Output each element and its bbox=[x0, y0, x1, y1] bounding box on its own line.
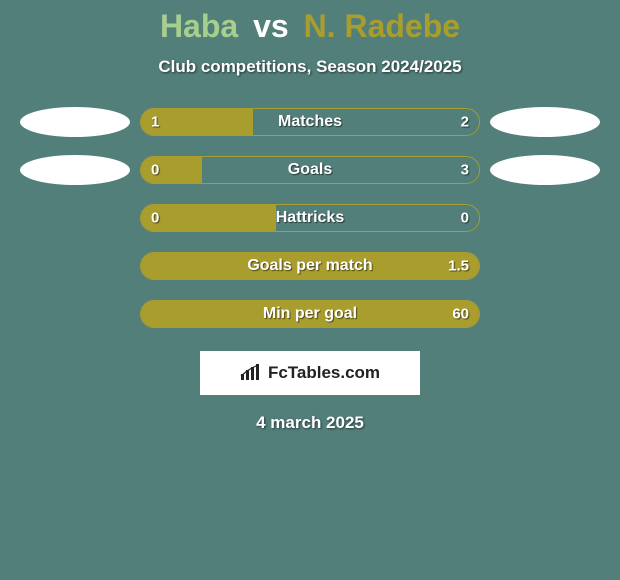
stat-value-left: 0 bbox=[151, 162, 159, 179]
vs-text: vs bbox=[253, 8, 289, 44]
stat-row: Goals0 3 bbox=[0, 155, 620, 185]
stat-bar: Goals0 3 bbox=[140, 156, 480, 184]
stat-label: Goals per match bbox=[141, 257, 479, 275]
subtitle: Club competitions, Season 2024/2025 bbox=[0, 57, 620, 77]
player2-badge bbox=[490, 155, 600, 185]
player1-badge bbox=[20, 107, 130, 137]
page-title: Haba vs N. Radebe bbox=[0, 8, 620, 45]
player1-name: Haba bbox=[160, 8, 238, 44]
stat-value-right: 60 bbox=[452, 306, 469, 323]
stat-value-right: 1.5 bbox=[448, 258, 469, 275]
stat-bar: Goals per match1.5 bbox=[140, 252, 480, 280]
stat-bar: Matches1 2 bbox=[140, 108, 480, 136]
stat-bar: Min per goal60 bbox=[140, 300, 480, 328]
comparison-card: Haba vs N. Radebe Club competitions, Sea… bbox=[0, 0, 620, 580]
stat-label: Matches bbox=[141, 113, 479, 131]
stat-label: Goals bbox=[141, 161, 479, 179]
stat-value-left: 1 bbox=[151, 114, 159, 131]
stat-value-right: 0 bbox=[461, 210, 469, 227]
date-text: 4 march 2025 bbox=[0, 413, 620, 433]
stat-value-left: 0 bbox=[151, 210, 159, 227]
stat-row: Min per goal60 bbox=[0, 299, 620, 329]
player1-badge bbox=[20, 155, 130, 185]
brand-text: FcTables.com bbox=[268, 363, 380, 383]
stat-label: Min per goal bbox=[141, 305, 479, 323]
brand-badge: FcTables.com bbox=[200, 351, 420, 395]
player2-name: N. Radebe bbox=[304, 8, 460, 44]
stat-row: Hattricks0 0 bbox=[0, 203, 620, 233]
player2-badge bbox=[490, 107, 600, 137]
stats-list: Matches12Goals03Hattricks00Goals per mat… bbox=[0, 107, 620, 329]
bar-chart-icon bbox=[240, 364, 262, 382]
stat-row: Matches1 2 bbox=[0, 107, 620, 137]
stat-value-right: 3 bbox=[461, 162, 469, 179]
stat-value-right: 2 bbox=[461, 114, 469, 131]
stat-bar: Hattricks0 0 bbox=[140, 204, 480, 232]
stat-label: Hattricks bbox=[141, 209, 479, 227]
stat-row: Goals per match1.5 bbox=[0, 251, 620, 281]
